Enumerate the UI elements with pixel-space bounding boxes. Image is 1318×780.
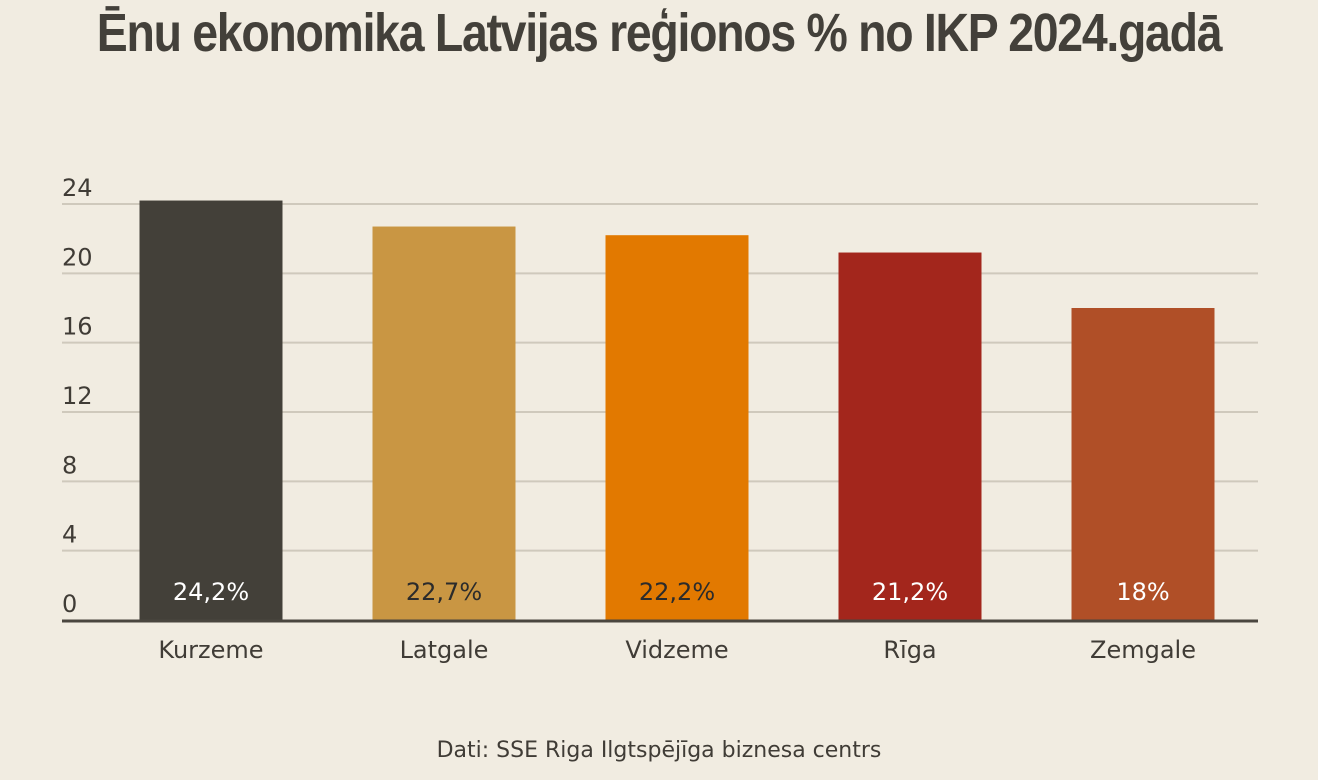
data-label: 18% [1116,578,1169,606]
y-tick-label: 16 [62,313,93,341]
bar [605,235,749,620]
data-label: 24,2% [173,578,249,606]
bar [1071,308,1215,620]
chart-title: Ēnu ekonomika Latvijas reģionos % no IKP… [96,3,1223,63]
category-label: Zemgale [1090,636,1196,664]
data-label: 22,2% [639,578,715,606]
y-tick-label: 20 [62,243,93,271]
data-label: 22,7% [406,578,482,606]
bar [139,200,283,621]
y-tick-label: 4 [62,521,77,549]
category-label: Latgale [400,636,489,664]
category-label: Rīga [883,636,936,664]
bar [838,252,982,621]
bar [372,226,516,621]
y-tick-label: 24 [62,174,93,202]
category-label: Vidzeme [625,636,728,664]
data-label: 21,2% [872,578,948,606]
category-label: Kurzeme [158,636,263,664]
y-tick-label: 8 [62,451,77,479]
y-tick-label: 12 [62,382,93,410]
source-note: Dati: SSE Riga Ilgtspējīga biznesa centr… [436,738,882,763]
y-tick-label: 0 [62,590,77,618]
